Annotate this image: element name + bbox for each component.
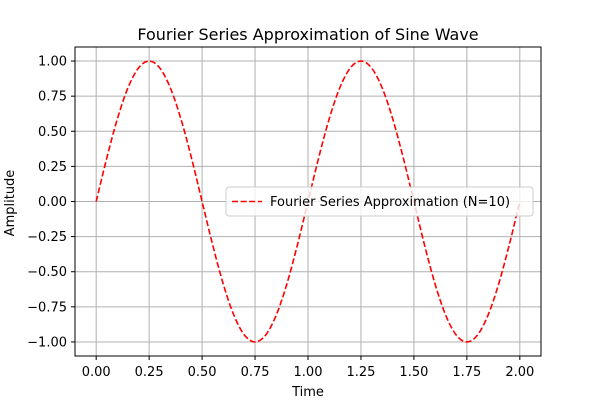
y-tick-label: −0.75 <box>27 300 67 315</box>
y-axis: −1.00 −0.75 −0.50 −0.25 0.00 0.25 0.50 0.75 1.00 <box>27 55 75 350</box>
y-axis-label: Amplitude <box>3 170 18 237</box>
x-tick-label: 0.50 <box>188 365 217 380</box>
y-tick-label: −0.25 <box>27 230 67 245</box>
legend-label: Fourier Series Approximation (N=10) <box>270 195 510 210</box>
x-tick-label: 1.25 <box>346 365 375 380</box>
legend: Fourier Series Approximation (N=10) <box>225 186 534 217</box>
chart-title: Fourier Series Approximation of Sine Wav… <box>137 25 478 44</box>
y-tick-label: −1.00 <box>27 335 67 350</box>
y-tick-label: 0.25 <box>38 160 67 175</box>
x-tick-label: 1.75 <box>452 365 481 380</box>
y-tick-label: 0.00 <box>38 195 67 210</box>
x-tick-label: 1.50 <box>399 365 428 380</box>
x-axis-label: Time <box>291 385 324 400</box>
y-tick-label: 1.00 <box>38 55 67 70</box>
x-tick-label: 0.75 <box>241 365 270 380</box>
x-tick-label: 2.00 <box>505 365 534 380</box>
x-axis: 0.00 0.25 0.50 0.75 1.00 1.25 1.50 1.75 2.00 <box>82 356 534 380</box>
y-tick-label: −0.50 <box>27 265 67 280</box>
y-tick-label: 0.75 <box>38 90 67 105</box>
legend-box <box>225 186 534 217</box>
x-tick-label: 0.25 <box>135 365 164 380</box>
x-tick-label: 1.00 <box>294 365 323 380</box>
x-tick-label: 0.00 <box>82 365 111 380</box>
y-tick-label: 0.50 <box>38 125 67 140</box>
